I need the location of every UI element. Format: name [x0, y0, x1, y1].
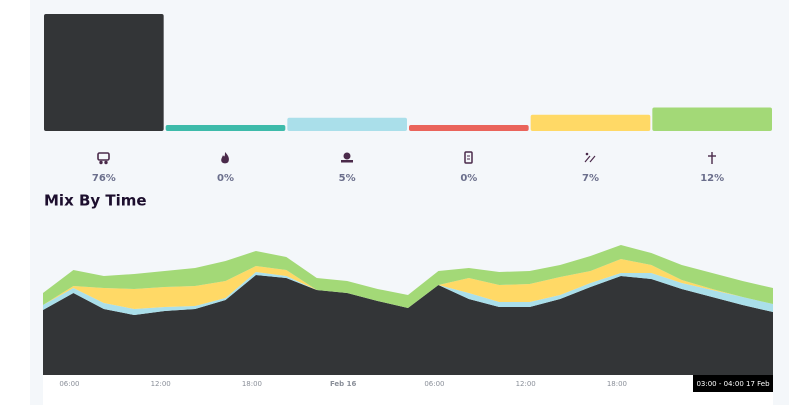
x-tick-label: 18:00: [607, 380, 627, 388]
section-title: Mix By Time: [44, 192, 147, 210]
mix-percent: 76%: [92, 173, 116, 184]
icon-solar: [584, 152, 596, 163]
area-band: [43, 245, 773, 308]
icon-nuclear: [341, 152, 353, 163]
icon-oil: [464, 151, 473, 164]
x-tick-label: Feb 16: [330, 380, 357, 388]
mix-percent: 12%: [700, 173, 724, 184]
icon-gas: [221, 152, 229, 164]
mix-bar: [530, 114, 651, 131]
x-tick-label: 18:00: [242, 380, 262, 388]
x-tick-label: 06:00: [59, 380, 79, 388]
mix-bar: [409, 125, 529, 131]
mix-percent: 7%: [582, 173, 599, 184]
mix-bar: [44, 14, 164, 131]
mix-bar: [165, 125, 286, 131]
area-band: [43, 259, 773, 309]
mix-bar: [652, 107, 772, 131]
x-tick-label: 12:00: [516, 380, 536, 388]
mix-percent: 0%: [217, 173, 234, 184]
tooltip-box: [693, 375, 773, 392]
tooltip-text: 03:00 - 04:00 17 Feb: [696, 380, 770, 388]
icon-wind: [708, 152, 716, 164]
mix-percent: 5%: [339, 173, 356, 184]
mix-percent: 0%: [460, 173, 477, 184]
x-axis-strip: [43, 375, 773, 405]
x-tick-label: 06:00: [424, 380, 444, 388]
mix-bar: [287, 117, 407, 131]
icon-coal: [97, 152, 110, 165]
area-band: [43, 272, 773, 315]
x-tick-label: 12:00: [151, 380, 171, 388]
